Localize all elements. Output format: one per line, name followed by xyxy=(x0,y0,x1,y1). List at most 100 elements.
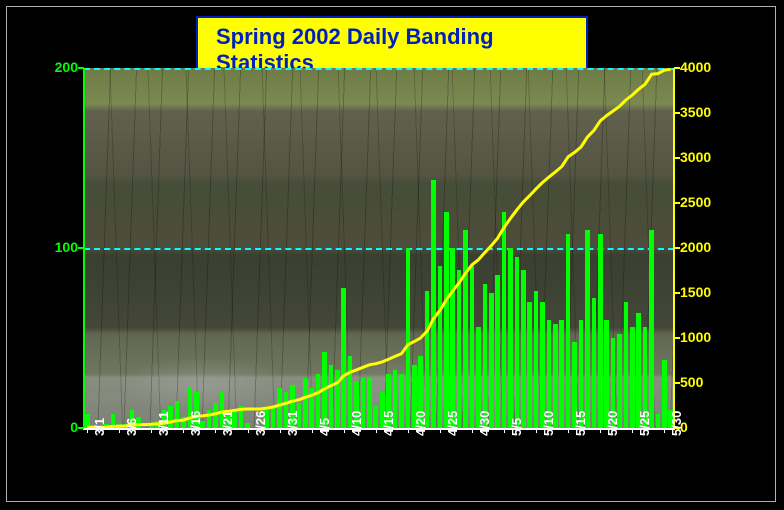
daily-bar xyxy=(341,288,346,428)
x-tick-mark xyxy=(119,428,120,433)
daily-bar xyxy=(592,298,597,428)
daily-bar xyxy=(431,180,436,428)
daily-bar xyxy=(662,360,667,428)
y-right-tick-label: 1000 xyxy=(680,329,711,345)
daily-bar xyxy=(85,414,90,428)
daily-bar xyxy=(470,266,475,428)
daily-bar xyxy=(399,374,404,428)
y-right-tick-mark xyxy=(674,247,680,249)
x-tick-label: 4/10 xyxy=(349,411,364,436)
daily-bar xyxy=(649,230,654,428)
daily-bar xyxy=(598,234,603,428)
daily-bar xyxy=(277,388,282,428)
x-tick-mark xyxy=(664,428,665,433)
daily-bar xyxy=(521,270,526,428)
daily-bar xyxy=(463,230,468,428)
x-tick-label: 3/21 xyxy=(220,411,235,436)
daily-bar xyxy=(534,291,539,428)
x-tick-mark xyxy=(344,428,345,433)
x-tick-label: 3/31 xyxy=(285,411,300,436)
y-left-tick-label: 200 xyxy=(38,59,78,75)
x-tick-mark xyxy=(504,428,505,433)
x-tick-label: 4/30 xyxy=(477,411,492,436)
y-left-tick-mark xyxy=(78,247,84,249)
x-tick-mark xyxy=(280,428,281,433)
daily-bar xyxy=(213,403,218,428)
daily-bar xyxy=(495,275,500,428)
x-tick-mark xyxy=(600,428,601,433)
y-right-tick-label: 3000 xyxy=(680,149,711,165)
x-tick-label: 5/5 xyxy=(509,418,524,436)
daily-bar xyxy=(271,406,276,428)
y-right-tick-mark xyxy=(674,292,680,294)
x-tick-label: 5/20 xyxy=(605,411,620,436)
y-right-tick-label: 1500 xyxy=(680,284,711,300)
y-right-tick-mark xyxy=(674,157,680,159)
x-tick-label: 3/16 xyxy=(188,411,203,436)
daily-bar xyxy=(508,248,513,428)
y-right-tick-label: 500 xyxy=(680,374,703,390)
y-right-tick-label: 4000 xyxy=(680,59,711,75)
daily-bar xyxy=(207,410,212,428)
daily-bar xyxy=(239,406,244,428)
y-left-tick-mark xyxy=(78,427,84,429)
x-tick-mark xyxy=(87,428,88,433)
daily-bar xyxy=(630,327,635,428)
daily-bar xyxy=(656,414,661,428)
daily-bar xyxy=(457,270,462,428)
daily-bar xyxy=(322,352,327,428)
daily-bar xyxy=(566,234,571,428)
x-tick-label: 4/20 xyxy=(413,411,428,436)
y-right-tick-mark xyxy=(674,67,680,69)
daily-bar xyxy=(438,266,443,428)
daily-bar xyxy=(444,212,449,428)
x-tick-mark xyxy=(472,428,473,433)
daily-bar xyxy=(335,370,340,428)
y-right-tick-mark xyxy=(674,112,680,114)
y-right-tick-label: 2500 xyxy=(680,194,711,210)
daily-bar xyxy=(483,284,488,428)
x-tick-label: 3/1 xyxy=(92,418,107,436)
y-right-tick-label: 3500 xyxy=(680,104,711,120)
x-tick-label: 3/11 xyxy=(156,411,171,436)
y-left-tick-mark xyxy=(78,67,84,69)
daily-bar xyxy=(624,302,629,428)
x-tick-label: 4/15 xyxy=(381,411,396,436)
x-tick-mark xyxy=(312,428,313,433)
x-tick-mark xyxy=(248,428,249,433)
y-left-tick-label: 0 xyxy=(38,419,78,435)
daily-bar xyxy=(303,378,308,428)
y-right-tick-label: 2000 xyxy=(680,239,711,255)
daily-bar xyxy=(367,378,372,428)
x-tick-mark xyxy=(376,428,377,433)
daily-bar xyxy=(515,257,520,428)
x-tick-label: 5/10 xyxy=(541,411,556,436)
y-right-tick-mark xyxy=(674,202,680,204)
daily-bar xyxy=(527,302,532,428)
daily-bar xyxy=(175,401,180,428)
plot-area xyxy=(84,68,674,428)
daily-bar xyxy=(425,291,430,428)
x-tick-label: 5/25 xyxy=(637,411,652,436)
y-right-tick-mark xyxy=(674,382,680,384)
y-left-tick-label: 100 xyxy=(38,239,78,255)
x-tick-mark xyxy=(632,428,633,433)
daily-bar xyxy=(406,248,411,428)
x-tick-label: 3/26 xyxy=(253,411,268,436)
x-tick-mark xyxy=(215,428,216,433)
x-tick-mark xyxy=(408,428,409,433)
daily-bar xyxy=(502,212,507,428)
x-tick-label: 5/15 xyxy=(573,411,588,436)
daily-bar xyxy=(309,388,314,428)
daily-bar xyxy=(373,406,378,428)
daily-bar xyxy=(450,248,455,428)
x-tick-label: 4/5 xyxy=(317,418,332,436)
daily-bar xyxy=(111,414,116,428)
x-tick-mark xyxy=(536,428,537,433)
x-tick-mark xyxy=(568,428,569,433)
x-tick-mark xyxy=(440,428,441,433)
daily-bar xyxy=(489,293,494,428)
daily-bar xyxy=(181,417,186,428)
daily-bar xyxy=(559,320,564,428)
daily-bar xyxy=(585,230,590,428)
